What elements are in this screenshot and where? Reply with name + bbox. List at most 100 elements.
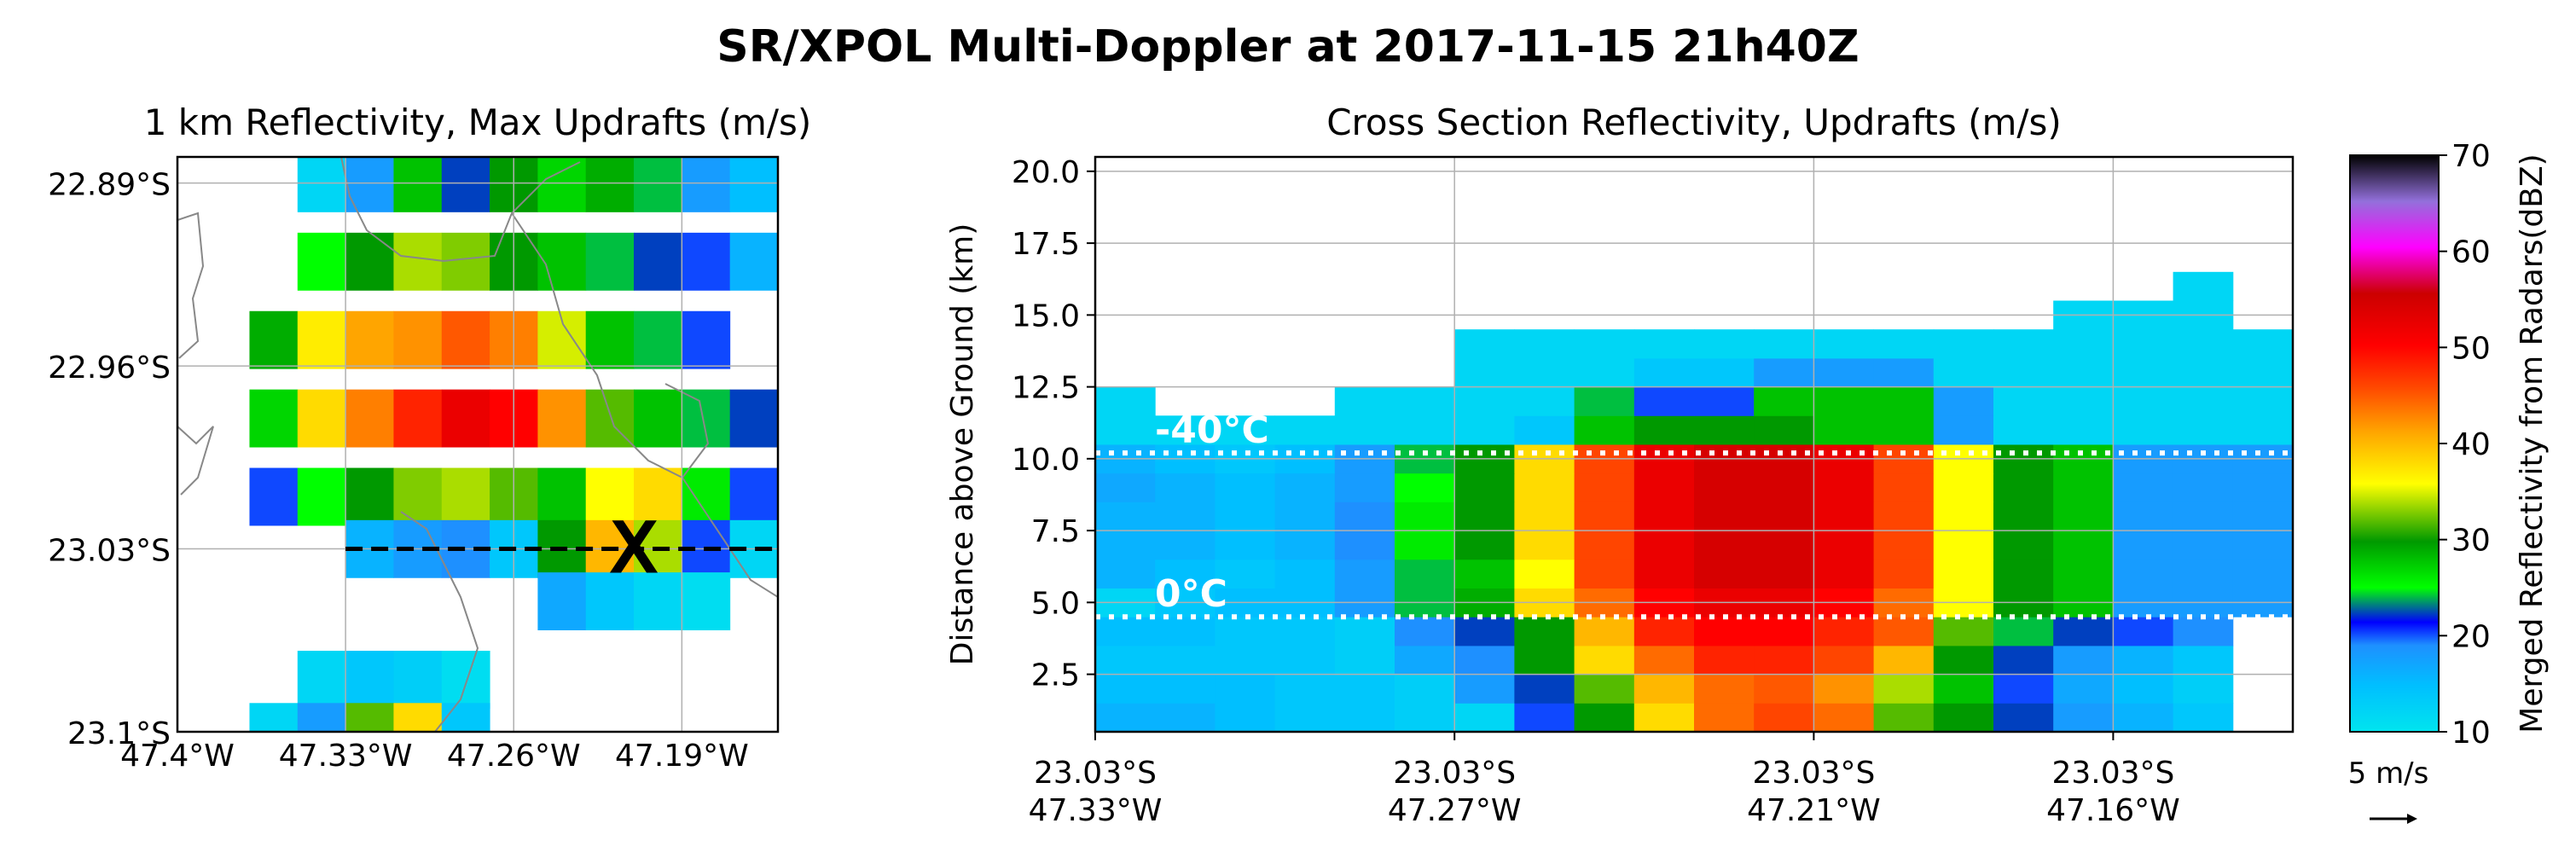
y-tick-label: 2.5 [1031,658,1080,693]
reflectivity-cell [1215,472,1276,502]
x-tick-label: 47.33°W [279,739,413,774]
reflectivity-cell [1993,645,2054,675]
colorbar-tick-label: 20 [2451,619,2491,654]
reflectivity-cell [1395,674,1455,704]
reflectivity-cell [585,572,635,631]
reflectivity-cell [249,467,299,526]
reflectivity-cell [2173,501,2234,531]
reflectivity-cell [1754,357,1814,388]
reflectivity-cell [1873,559,1935,588]
reflectivity-cell [297,310,346,369]
colorbar-label: Merged Reflectivity from Radars(dBZ) [2515,154,2550,733]
reflectivity-cell [1155,472,1215,502]
reflectivity-cell [1514,674,1575,704]
x-tick-label-lon: 47.16°W [2046,793,2180,828]
reflectivity-cell [2113,329,2174,359]
reflectivity-cell [1993,472,2054,502]
reflectivity-cell [1993,501,2054,531]
reflectivity-cell [1095,386,1156,416]
reflectivity-cell [1873,703,1935,732]
reflectivity-cell [2113,645,2174,675]
reflectivity-cell [1514,530,1575,560]
reflectivity-cell [1813,645,1875,675]
reflectivity-cell [537,232,587,291]
reflectivity-cell [2053,472,2114,502]
reflectivity-cell [1334,703,1395,732]
reflectivity-cell [1395,559,1455,588]
reflectivity-cell [537,572,587,631]
reflectivity-cell [297,232,346,291]
y-tick-label: 7.5 [1031,514,1080,549]
cross-section-panel: Cross Section Reflectivity, Updrafts (m/… [945,101,2295,828]
reflectivity-cell [1454,645,1515,675]
reflectivity-cell [1454,415,1515,445]
reflectivity-cell [2053,645,2114,675]
reflectivity-cell [1155,703,1215,732]
reflectivity-cell [1754,674,1814,704]
x-tick-label-lon: 47.33°W [1029,793,1163,828]
reflectivity-cell [1574,501,1635,531]
reflectivity-cell [1633,703,1695,732]
reflectivity-cell [2113,530,2174,560]
reflectivity-cell [249,703,299,732]
reflectivity-cell [1694,559,1755,588]
county-border [511,212,778,598]
reflectivity-cell [1933,559,1994,588]
reflectivity-cell [1633,559,1695,588]
reflectivity-cell [634,232,682,291]
reflectivity-cell [1274,703,1336,732]
reflectivity-cell [1633,645,1695,675]
y-tick-label: 15.0 [1012,299,1080,333]
reflectivity-cell [729,157,778,212]
reflectivity-cell [1993,703,2054,732]
reflectivity-cell [1813,559,1875,588]
reflectivity-cell [345,703,394,732]
reflectivity-cell [1633,617,1695,646]
reflectivity-cell [441,157,490,212]
reflectivity-cell [1095,617,1156,646]
x-tick-label-lat: 23.03°S [1752,756,1875,791]
reflectivity-cell [1574,530,1635,560]
reflectivity-cell [1633,530,1695,560]
reflectivity-cell [1633,386,1695,416]
reflectivity-cell [1993,329,2054,359]
reflectivity-cell [682,310,731,369]
reflectivity-cell [1754,472,1814,502]
reflectivity-cell [393,467,443,526]
reflectivity-cell [1813,386,1875,416]
reflectivity-cell [2232,357,2293,388]
colorbar-tick-label: 40 [2451,427,2491,462]
reflectivity-cell [1633,674,1695,704]
plan-view-county-borders [177,157,778,732]
x-tick-label-lon: 47.27°W [1388,793,1522,828]
reflectivity-cell [249,389,299,448]
reflectivity-cell [441,703,490,732]
reflectivity-cell [1813,703,1875,732]
reflectivity-cell [1873,530,1935,560]
reflectivity-cell [1933,617,1994,646]
reflectivity-cell [1155,415,1215,445]
colorbar-tick-label: 70 [2451,139,2491,174]
reflectivity-cell [1514,645,1575,675]
reflectivity-cell [2173,329,2234,359]
reflectivity-cell [682,157,731,212]
reflectivity-cell [1873,415,1935,445]
reflectivity-cell [2113,703,2174,732]
reflectivity-cell [634,157,682,212]
reflectivity-cell [1395,415,1455,445]
reflectivity-cell [1754,617,1814,646]
reflectivity-cell [1334,530,1395,560]
reflectivity-cell [1454,703,1515,732]
reflectivity-cell [634,389,682,448]
reflectivity-cell [1574,703,1635,732]
reflectivity-cell [1334,415,1395,445]
reflectivity-cell [729,467,778,526]
reflectivity-cell [1395,501,1455,531]
reflectivity-cell [729,232,778,291]
reflectivity-cell [1694,617,1755,646]
colorbar-gradient [2349,154,2440,733]
reflectivity-cell [1873,386,1935,416]
reflectivity-cell [1633,329,1695,359]
reflectivity-cell [1933,329,1994,359]
reflectivity-cell [393,651,443,709]
